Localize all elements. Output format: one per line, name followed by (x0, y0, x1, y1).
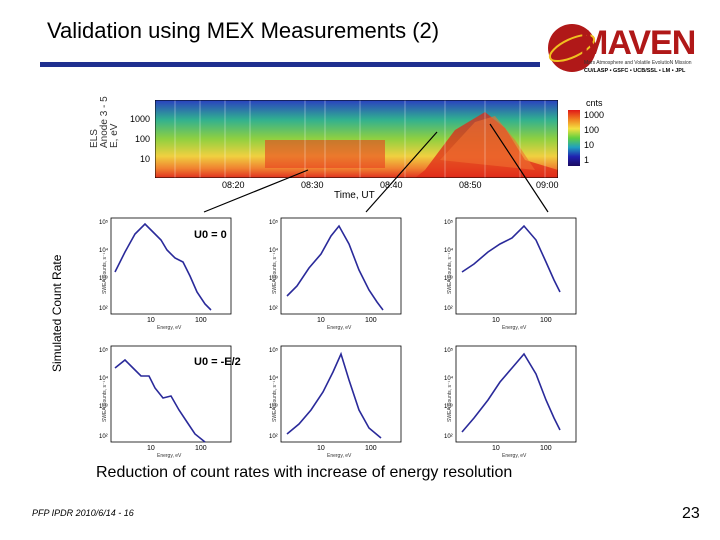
panel-y-label: SWEA Counts, s⁻¹ (102, 252, 108, 294)
panel-x-label: Energy, eV (157, 325, 182, 330)
panel-x-tick: 10 (492, 317, 500, 324)
panel-x-tick: 100 (540, 317, 552, 324)
logo-wordmark: MAVEN (580, 24, 695, 62)
panel-y-tick: 10³ (269, 276, 278, 282)
spectrogram-x-tick: 08:20 (222, 180, 245, 190)
panel-y-tick: 10² (99, 306, 108, 312)
spectrum-curve (461, 224, 561, 293)
panel-y-tick: 10² (99, 434, 108, 440)
panel-y-tick: 10² (444, 306, 453, 312)
panel-y-label: SWEA Counts, s⁻¹ (102, 380, 108, 422)
panel-y-tick: 10⁵ (444, 347, 454, 354)
spectrogram-x-tick: 08:30 (301, 180, 324, 190)
swea-spectrum-panel: 10⁵ 10⁴ 10³ 10² 10 100 Energy, eV SWEA Counts, … (440, 212, 590, 330)
panel-x-tick: 10 (147, 317, 155, 324)
colorbar (568, 110, 580, 166)
logo-subtitle: Mars Atmosphere and Volatile EvolutioN M… (584, 60, 692, 66)
maven-logo: MAVEN Mars Atmosphere and Volatile Evolu… (540, 8, 710, 78)
panel-y-tick: 10⁵ (269, 219, 279, 226)
colorbar-tick: 1000 (584, 110, 605, 120)
logo-partners: CU/LASP • GSFC • UCB/SSL • LM • JPL (584, 68, 686, 74)
panel-x-tick: 100 (195, 445, 207, 452)
spectrum-curve (114, 358, 206, 443)
panel-x-tick: 10 (147, 445, 155, 452)
panel-y-tick: 10⁵ (269, 347, 279, 354)
panel-y-tick: 10⁵ (99, 219, 109, 226)
colorbar-tick: 100 (584, 125, 600, 135)
footer-text: PFP IPDR 2010/6/14 - 16 (32, 508, 134, 518)
panel-x-tick: 10 (317, 317, 325, 324)
spectrogram-y-label-line: E, eV (109, 123, 120, 148)
spectrogram-y-tick: 100 (134, 134, 150, 144)
slide-caption: Reduction of count rates with increase o… (96, 464, 513, 481)
panel-y-tick: 10⁴ (99, 375, 109, 382)
row-label-top: U0 = 0 (194, 229, 227, 241)
page-number: 23 (682, 505, 700, 522)
panel-y-tick: 10³ (99, 276, 108, 282)
spectrogram-x-tick: 09:00 (536, 180, 559, 190)
spectrum-curve (461, 352, 561, 433)
panel-y-tick: 10³ (444, 404, 453, 410)
panel-x-label: Energy, eV (327, 453, 352, 458)
spectrogram-y-label: ELS Anode 3 - 5 E, eV (89, 96, 120, 148)
spectrum-curve (114, 222, 212, 311)
panel-y-tick: 10³ (269, 404, 278, 410)
row-label-bottom: U0 = -E/2 (194, 356, 241, 368)
swea-spectrum-panel: 10⁵ 10⁴ 10³ 10² 10 100 Energy, eV SWEA Counts, … (95, 212, 245, 330)
panel-y-tick: 10⁵ (444, 219, 454, 226)
colorbar-tick: 10 (584, 140, 595, 150)
panel-y-tick: 10⁴ (444, 247, 454, 254)
panel-y-tick: 10² (269, 306, 278, 312)
panel-y-tick: 10² (269, 434, 278, 440)
panel-x-tick: 100 (540, 445, 552, 452)
panel-x-tick: 10 (317, 445, 325, 452)
panel-y-tick: 10⁴ (269, 247, 279, 254)
swea-spectrum-panel: 10⁵ 10⁴ 10³ 10² 10 100 Energy, eV SWEA Counts, … (265, 212, 415, 330)
panel-x-label: Energy, eV (327, 325, 352, 330)
slide-title: Validation using MEX Measurements (2) (47, 18, 440, 43)
colorbar-tick: 1 (584, 155, 590, 165)
panel-y-tick: 10³ (99, 404, 108, 410)
panel-y-label: SWEA Counts, s⁻¹ (447, 380, 453, 422)
panel-y-tick: 10⁴ (269, 375, 279, 382)
swea-spectrum-panel: 10⁵ 10⁴ 10³ 10² 10 100 Energy, eV SWEA Counts, … (265, 340, 415, 458)
spectrum-curve (286, 351, 382, 439)
panel-x-label: Energy, eV (502, 325, 527, 330)
swea-spectrum-panel: 10⁵ 10⁴ 10³ 10² 10 100 Energy, eV SWEA Counts, … (440, 340, 590, 458)
spectrogram-y-tick: 10 (139, 154, 150, 164)
panel-y-tick: 10⁴ (444, 375, 454, 382)
panel-y-tick: 10⁵ (99, 347, 109, 354)
panel-x-tick: 100 (365, 317, 377, 324)
spectrum-curve (286, 224, 384, 311)
panel-x-label: Energy, eV (157, 453, 182, 458)
panel-y-label: SWEA Counts, s⁻¹ (272, 380, 278, 422)
panel-y-label: SWEA Counts, s⁻¹ (447, 252, 453, 294)
energy-time-spectrogram (155, 100, 558, 178)
panel-y-tick: 10³ (444, 276, 453, 282)
simulated-count-rate-label: Simulated Count Rate (50, 254, 64, 372)
panel-y-tick: 10² (444, 434, 453, 440)
spectrogram-x-tick: 08:40 (380, 180, 403, 190)
panel-y-tick: 10⁴ (99, 247, 109, 254)
spectrogram-x-label: Time, UT (334, 190, 375, 201)
spectrogram-y-tick: 1000 (129, 114, 150, 124)
panel-x-tick: 10 (492, 445, 500, 452)
spectrogram-x-tick: 08:50 (459, 180, 482, 190)
panel-y-label: SWEA Counts, s⁻¹ (272, 252, 278, 294)
colorbar-title: cnts (586, 98, 603, 108)
title-underline (40, 62, 540, 67)
panel-x-tick: 100 (195, 317, 207, 324)
panel-x-label: Energy, eV (502, 453, 527, 458)
swea-spectrum-panel: 10⁵ 10⁴ 10³ 10² 10 100 Energy, eV SWEA Counts, … (95, 340, 245, 458)
panel-x-tick: 100 (365, 445, 377, 452)
